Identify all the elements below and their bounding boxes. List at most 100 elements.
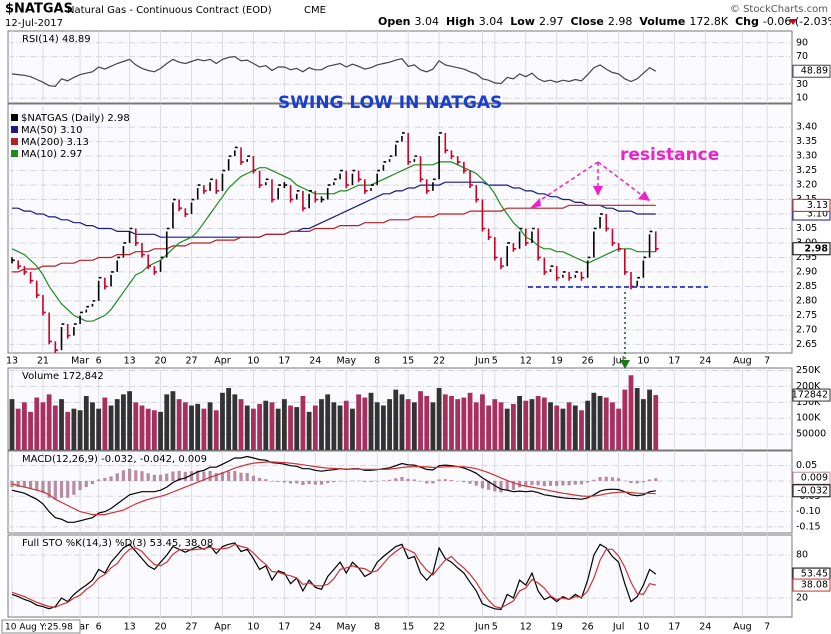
legend-swatch [11, 126, 18, 133]
price-bar [518, 227, 523, 249]
volume-bar [114, 399, 120, 450]
histogram-bar [592, 479, 596, 481]
histogram-bar [357, 480, 361, 482]
price-bar [264, 178, 269, 186]
y-tick-label: 2.95 [796, 252, 817, 263]
histogram-bar [462, 480, 466, 483]
y-tick-label: 50000 [796, 429, 826, 440]
histogram-bar [115, 473, 119, 481]
histogram-bar [647, 479, 652, 481]
value-box-label: 172842 [792, 390, 828, 401]
value-box-label: -0.032 [797, 485, 828, 496]
histogram-bar [338, 480, 342, 482]
histogram-bar [579, 480, 584, 485]
histogram-bar [369, 480, 373, 482]
volume-bar [585, 400, 591, 450]
x-tick-label: 26 [582, 622, 594, 633]
panel-legend: RSI(14) 48.89 [22, 34, 91, 45]
price-bar [438, 132, 442, 180]
arrow [597, 161, 644, 197]
y-tick-label: 2.70 [796, 324, 817, 335]
volume-bar [548, 402, 553, 450]
histogram-bar [264, 479, 268, 481]
volume-bar [387, 399, 392, 450]
y-tick-label: 3.40 [796, 122, 817, 133]
price-bar [648, 230, 653, 258]
volume-bar [616, 408, 622, 450]
price-bar [494, 237, 498, 261]
histogram-bar [449, 480, 454, 481]
volume-bar [133, 402, 139, 450]
quote-value: 3.04 [415, 15, 440, 28]
volume-bar [405, 399, 411, 450]
volume-bar [436, 388, 442, 450]
histogram-bar [16, 480, 20, 488]
volume-bar [46, 394, 52, 450]
histogram-bar [326, 480, 330, 484]
y-tick-label: 3.30 [796, 151, 817, 162]
price-bar [320, 196, 325, 203]
volume-bar [640, 399, 646, 450]
price-bar [73, 323, 77, 336]
x-tick-label: Apr [214, 622, 231, 633]
x-tick-label: 19 [551, 622, 563, 633]
histogram-bar [548, 480, 553, 486]
histogram-bar [561, 480, 565, 486]
volume-bar [244, 405, 250, 450]
price-bar [407, 132, 411, 165]
histogram-bar [288, 480, 293, 484]
price-bar [469, 170, 473, 189]
volume-bar [381, 405, 386, 450]
price-bar [370, 184, 374, 191]
volume-bar [579, 410, 584, 450]
y-tick-label: 90 [796, 37, 808, 48]
volume-bar [294, 407, 300, 450]
volume-bar [603, 397, 609, 450]
x-tick-label: 21 [37, 356, 49, 367]
y-tick-label: 3.05 [796, 223, 817, 234]
histogram-bar [41, 480, 45, 494]
price-bar [531, 227, 535, 243]
volume-bar [281, 399, 287, 450]
x-tick-label: 24 [309, 622, 321, 633]
histogram-bar [189, 471, 194, 481]
y-tick-label: 250K [796, 365, 821, 376]
price-bar [432, 178, 436, 191]
down-arrow-icon [789, 19, 797, 25]
price-bar [165, 227, 170, 258]
price-bar [549, 265, 554, 272]
volume-bar [288, 405, 293, 450]
price-bar [580, 271, 585, 281]
series-line [12, 204, 656, 273]
price-bar [215, 179, 220, 194]
price-bar [203, 185, 207, 194]
histogram-bar [499, 480, 503, 493]
histogram-bar [177, 470, 181, 481]
panel-legend: MACD(12,26,9) -0.032, -0.042, 0.009 [22, 454, 207, 465]
price-bar [599, 213, 603, 229]
y-tick-label: 2.90 [796, 266, 817, 277]
price-bar [345, 170, 350, 189]
value-box [792, 64, 831, 78]
price-bar [85, 305, 90, 313]
histogram-bar [480, 480, 485, 489]
x-tick-label: 13 [124, 622, 136, 633]
volume-bar [34, 397, 40, 450]
y-tick-label: 30 [796, 79, 808, 90]
histogram-bar [47, 480, 51, 498]
volume-bar [455, 399, 461, 450]
price-bar [314, 190, 319, 203]
price-bar [209, 178, 213, 191]
volume-bar [71, 408, 77, 450]
volume-bar [480, 394, 485, 450]
quote-label: High [446, 15, 475, 28]
volume-bar [442, 394, 448, 450]
histogram-bar [103, 477, 107, 481]
histogram-bar [536, 480, 540, 486]
panel-legend: Full STO %K(14,3) %D(3) 53.45, 38.08 [22, 538, 213, 549]
volume-bar [90, 402, 95, 450]
price-bar [66, 324, 71, 339]
price-bar [394, 140, 399, 157]
histogram-bar [245, 473, 249, 481]
volume-bar [368, 392, 374, 450]
